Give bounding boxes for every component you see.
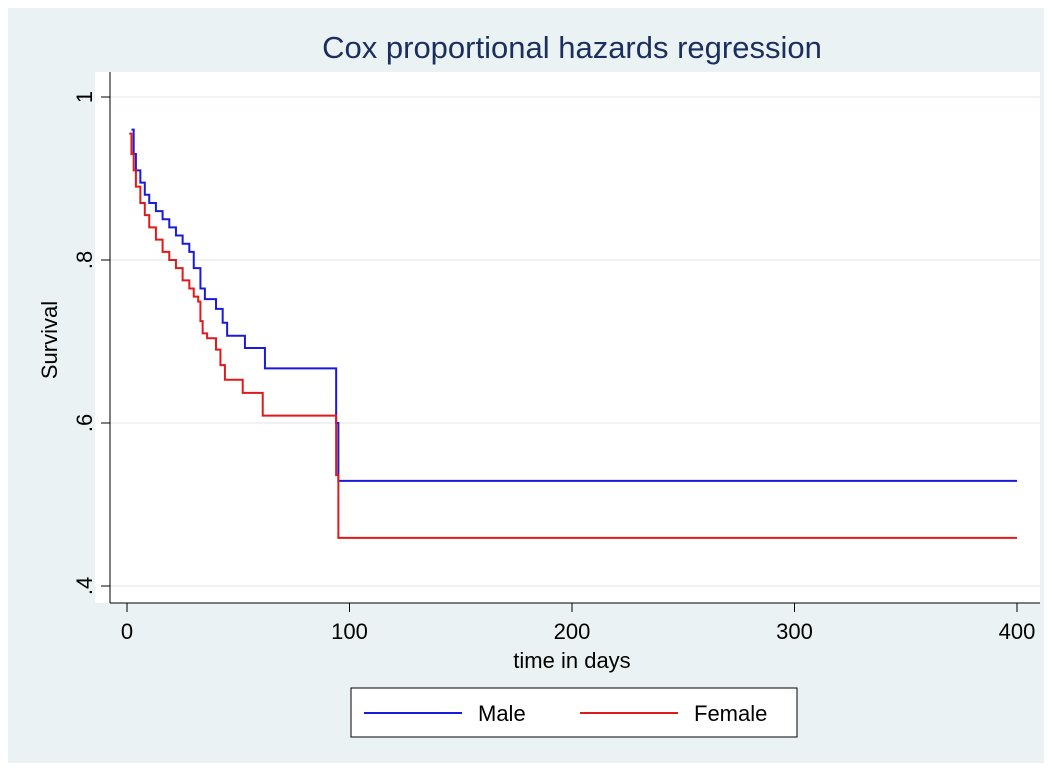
y-tick-label: 1 <box>72 91 97 103</box>
x-tick-label: 200 <box>554 619 591 644</box>
plot-area <box>95 72 1040 603</box>
chart-title: Cox proportional hazards regression <box>322 30 822 65</box>
y-tick-label: .6 <box>72 414 97 432</box>
x-tick-label: 400 <box>999 619 1036 644</box>
y-tick-label: .4 <box>72 577 97 595</box>
legend-label: Male <box>478 701 526 726</box>
x-tick-label: 100 <box>331 619 368 644</box>
x-tick-label: 300 <box>776 619 813 644</box>
survival-line <box>129 132 1017 539</box>
y-axis-label: Survival <box>37 301 62 379</box>
legend-label: Female <box>694 701 767 726</box>
y-tick-label: .8 <box>72 251 97 269</box>
survival-line <box>131 128 1017 482</box>
x-axis-label: time in days <box>513 648 630 673</box>
x-tick-label: 0 <box>121 619 133 644</box>
